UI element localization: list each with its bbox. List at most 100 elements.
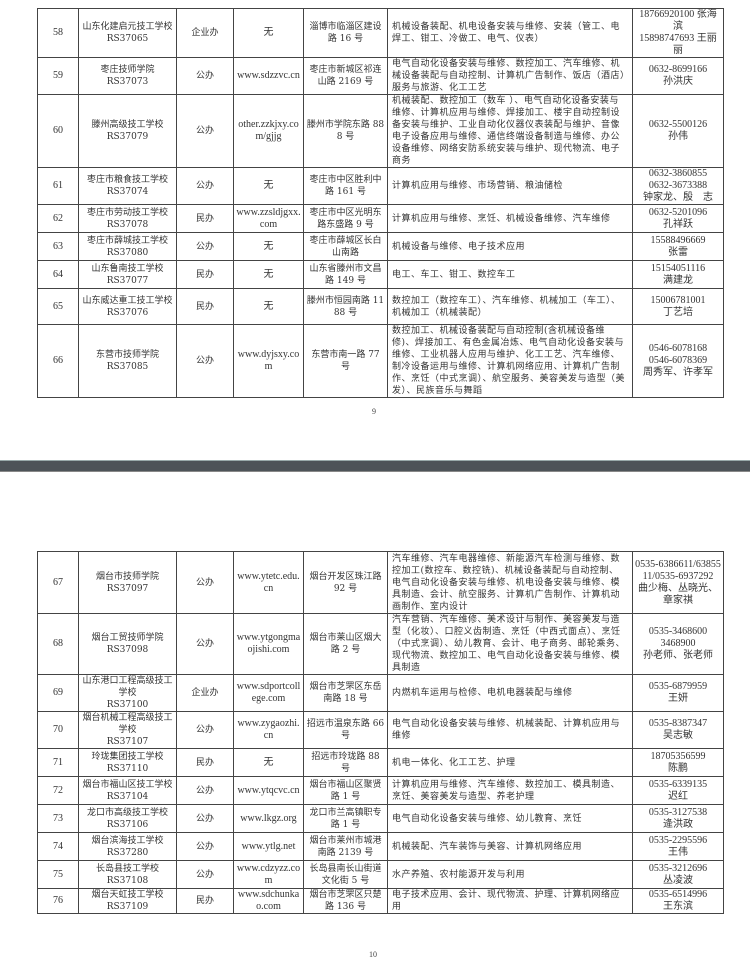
school-name-cell: 烟台机械工程高级技工学校 RS37107 bbox=[78, 711, 177, 749]
contact-cell: 0632-8699166 孙洪庆 bbox=[632, 57, 724, 95]
contact-line: 孙洪庆 bbox=[663, 76, 693, 87]
school-name: 枣庄市薛城技工学校 bbox=[86, 235, 168, 246]
majors: 汽车营销、汽车维修、美术设计与制作、美容美发与造型（化妆）、口腔义齿制造、烹饪（… bbox=[387, 613, 633, 675]
row-number: 59 bbox=[37, 57, 79, 95]
school-code: RS37110 bbox=[106, 763, 149, 774]
contact-cell: 0535-3127538 逄洪政 bbox=[632, 804, 724, 833]
contact-line: 孙老师、张老师 bbox=[643, 650, 713, 661]
school-code: RS37077 bbox=[106, 275, 149, 286]
contact-line: 钟家龙、殷 志 bbox=[643, 192, 713, 203]
school-name-cell: 长岛县技工学校 RS37108 bbox=[78, 860, 177, 889]
school-code: RS37073 bbox=[106, 77, 149, 87]
table-row: 62 枣庄市劳动技工学校 RS37078 民办 www.zzsldjgxx.com 枣庄市… bbox=[37, 204, 724, 233]
contact-line: 曲少梅、丛晓光、章家祺 bbox=[638, 582, 718, 606]
row-number: 68 bbox=[37, 613, 79, 675]
website-cell: www.sdchunkao.com bbox=[233, 888, 304, 914]
table-row: 69 山东港口工程高级技工学校 RS37100 企业办 www.sdportcolleg… bbox=[37, 674, 724, 712]
row-number: 64 bbox=[37, 260, 79, 289]
school-name: 枣庄市粮食技工学校 bbox=[86, 175, 168, 185]
contact-line: 0632-8699166 bbox=[648, 64, 708, 75]
majors: 内燃机车运用与检修、电机电器装配与维修 bbox=[387, 674, 633, 712]
majors: 机械装配、数控加工（数车 ）、电气自动化设备安装与维修、计算机应用与维修、焊接加… bbox=[387, 94, 633, 168]
school-name-cell: 龙口市高级技工学校 RS37106 bbox=[78, 804, 177, 833]
school-code: RS37109 bbox=[106, 902, 149, 912]
contact-line: 0632-3860855 bbox=[648, 168, 708, 180]
table-row: 72 烟台市福山区技工学校 RS37104 公办 www.ytqcvc.cn 烟台市福山区… bbox=[37, 776, 724, 805]
majors: 电气自动化设备安装与维修、数控加工、汽车维修、机械设备装配与自动控制、计算机广告… bbox=[387, 57, 633, 95]
row-number: 76 bbox=[37, 888, 79, 914]
address: 滕州市恒园南路 1188 号 bbox=[303, 288, 388, 325]
school-name: 山东化建启元技工学校 bbox=[82, 22, 173, 32]
website-cell: www.zygaozhi.cn bbox=[233, 711, 304, 749]
school-name: 烟台市技师学院 bbox=[95, 571, 159, 582]
school-code: RS37280 bbox=[106, 847, 149, 858]
school-name: 烟台机械工程高级技工学校 bbox=[82, 713, 173, 735]
website-cell: www.ytqcvc.cn bbox=[233, 776, 304, 805]
school-name-cell: 山东鲁南技工学校 RS37077 bbox=[78, 260, 177, 289]
school-name: 山东港口工程高级技工学校 bbox=[82, 676, 173, 698]
address: 烟台市福山区聚贤路 1 号 bbox=[303, 776, 388, 805]
school-name-cell: 山东威达重工技工学校 RS37076 bbox=[78, 288, 177, 325]
contact-line: 0535-8387347 bbox=[648, 718, 708, 729]
contact-cell: 0535-3212696 丛凌波 bbox=[632, 860, 724, 889]
school-name-cell: 枣庄市劳动技工学校 RS37078 bbox=[78, 204, 177, 233]
contact-line: 满建龙 bbox=[663, 274, 693, 286]
school-name: 滕州高级技工学校 bbox=[91, 120, 164, 130]
contact-line: 15588496669 bbox=[650, 234, 706, 246]
school-type: 公办 bbox=[176, 832, 234, 861]
school-name: 山东威达重工技工学校 bbox=[82, 295, 173, 306]
website-cell: other.zzkjxy.com/gjjg bbox=[233, 94, 304, 168]
school-name-cell: 枣庄市薛城技工学校 RS37080 bbox=[78, 232, 177, 261]
school-name: 枣庄技师学院 bbox=[100, 65, 155, 75]
school-type: 民办 bbox=[176, 748, 234, 777]
website-cell: www.lkgz.org bbox=[233, 804, 304, 833]
contact-line: 0535-3212696 bbox=[648, 862, 708, 874]
table-row: 74 烟台滨海技工学校 RS37280 公办 www.ytlg.net 烟台市莱州市城港南… bbox=[37, 832, 724, 861]
majors: 计算机应用与维修、汽车维修、数控加工、模具制造、烹饪、美容美发与造型、养老护理 bbox=[387, 776, 633, 805]
school-name-cell: 枣庄技师学院 RS37073 bbox=[78, 57, 177, 95]
contact-line: 孔祥跃 bbox=[663, 218, 693, 230]
row-number: 65 bbox=[37, 288, 79, 325]
school-type: 民办 bbox=[176, 288, 234, 325]
school-table-page-10: 67 烟台市技师学院 RS37097 公办 www.ytetc.edu.cn 烟台开发区珠… bbox=[37, 551, 724, 914]
address: 招远市温泉东路 66 号 bbox=[303, 711, 388, 749]
contact-line: 孙伟 bbox=[668, 131, 688, 142]
school-type: 民办 bbox=[176, 204, 234, 233]
address: 烟台开发区珠江路 92 号 bbox=[303, 551, 388, 614]
row-number: 75 bbox=[37, 860, 79, 889]
table-row: 64 山东鲁南技工学校 RS37077 民办无山东省滕州市文昌路 149 号电工、车工… bbox=[37, 260, 724, 289]
address: 枣庄市薛城区长白山南路 bbox=[303, 232, 388, 261]
contact-line: 0535-6514996 bbox=[648, 889, 708, 901]
contact-line: 0535-2295596 bbox=[648, 834, 708, 846]
school-code: RS37065 bbox=[106, 34, 149, 44]
table-row: 66 东营市技师学院 RS37085 公办 www.dyjsxy.com 东营市南一路 7… bbox=[37, 324, 724, 398]
school-code: RS37080 bbox=[106, 247, 149, 258]
contact-cell: 0535-3468600 3468900 孙老师、张老师 bbox=[632, 613, 724, 675]
page-number: 10 bbox=[369, 950, 377, 959]
contact-cell: 0535-8387347 吴志敏 bbox=[632, 711, 724, 749]
school-type: 公办 bbox=[176, 776, 234, 805]
majors: 电子技术应用、会计、现代物流、护理、计算机网络应用 bbox=[387, 888, 633, 914]
row-number: 66 bbox=[37, 324, 79, 398]
school-name-cell: 山东化建启元技工学校 RS37065 bbox=[78, 8, 177, 58]
majors: 数控加工、机械设备装配与自动控制(含机械设备维修)、焊接加工、有色金属冶炼、电气… bbox=[387, 324, 633, 398]
majors: 机械设备与维修、电子技术应用 bbox=[387, 232, 633, 261]
contact-line: 0535-3468600 bbox=[648, 626, 708, 637]
school-type: 公办 bbox=[176, 551, 234, 614]
table-row: 70 烟台机械工程高级技工学校 RS37107 公办 www.zygaozhi.cn 招远… bbox=[37, 711, 724, 749]
row-number: 71 bbox=[37, 748, 79, 777]
contact-cell: 0535-6339135 迟红 bbox=[632, 776, 724, 805]
school-name-cell: 枣庄市粮食技工学校 RS37074 bbox=[78, 167, 177, 205]
row-number: 69 bbox=[37, 674, 79, 712]
contact-line: 逄洪政 bbox=[663, 818, 693, 830]
address: 烟台市莱州市城港南路 2139 号 bbox=[303, 832, 388, 861]
contact-line: 0535-3127538 bbox=[648, 806, 708, 818]
row-number: 67 bbox=[37, 551, 79, 614]
table-row: 65 山东威达重工技工学校 RS37076 民办无滕州市恒园南路 1188 号数控加工… bbox=[37, 288, 724, 325]
contact-line: 张雷 bbox=[668, 246, 688, 258]
school-type: 公办 bbox=[176, 613, 234, 675]
school-code: RS37076 bbox=[106, 307, 149, 318]
row-number: 62 bbox=[37, 204, 79, 233]
contact-cell: 0535-6879959 王妍 bbox=[632, 674, 724, 712]
school-name-cell: 山东港口工程高级技工学校 RS37100 bbox=[78, 674, 177, 712]
